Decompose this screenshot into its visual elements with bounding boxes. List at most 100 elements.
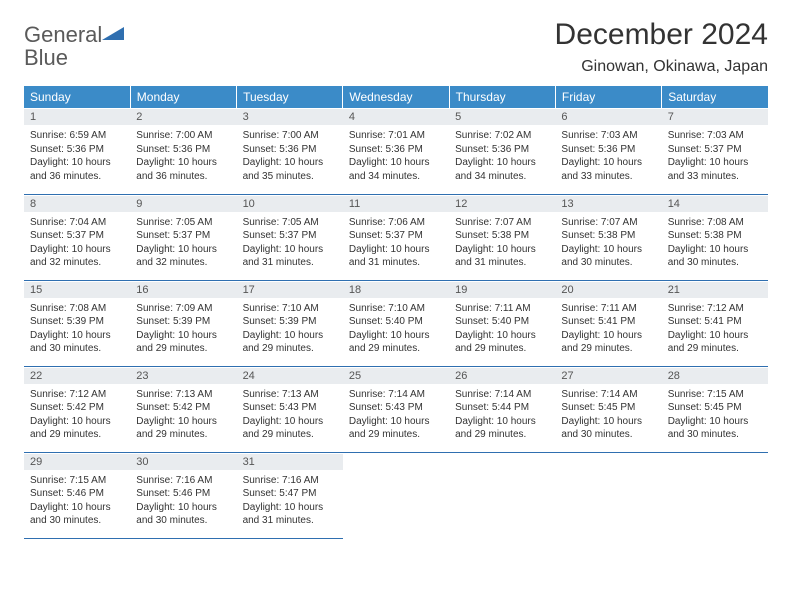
calendar-day-cell: 14Sunrise: 7:08 AMSunset: 5:38 PMDayligh… [662, 194, 768, 280]
calendar-day-cell: 2Sunrise: 7:00 AMSunset: 5:36 PMDaylight… [130, 108, 236, 194]
day-body: Sunrise: 7:02 AMSunset: 5:36 PMDaylight:… [449, 125, 555, 187]
sunrise-text: Sunrise: 7:03 AM [668, 129, 762, 143]
day-number: 18 [343, 281, 449, 298]
day-number: 3 [237, 108, 343, 125]
page: General Blue December 2024 Ginowan, Okin… [0, 0, 792, 549]
calendar-day-cell: 18Sunrise: 7:10 AMSunset: 5:40 PMDayligh… [343, 280, 449, 366]
day-number: 23 [130, 367, 236, 384]
daylight-text: Daylight: 10 hours and 31 minutes. [243, 243, 337, 270]
day-body: Sunrise: 7:08 AMSunset: 5:39 PMDaylight:… [24, 298, 130, 360]
calendar-day-cell: 26Sunrise: 7:14 AMSunset: 5:44 PMDayligh… [449, 366, 555, 452]
sunrise-text: Sunrise: 7:10 AM [349, 302, 443, 316]
daylight-text: Daylight: 10 hours and 32 minutes. [30, 243, 124, 270]
day-number: 27 [555, 367, 661, 384]
day-body: Sunrise: 7:13 AMSunset: 5:43 PMDaylight:… [237, 384, 343, 446]
day-number: 8 [24, 195, 130, 212]
sunrise-text: Sunrise: 7:05 AM [243, 216, 337, 230]
sunrise-text: Sunrise: 7:04 AM [30, 216, 124, 230]
sunset-text: Sunset: 5:42 PM [30, 401, 124, 415]
sunrise-text: Sunrise: 7:12 AM [30, 388, 124, 402]
day-body: Sunrise: 7:11 AMSunset: 5:41 PMDaylight:… [555, 298, 661, 360]
calendar-day-cell: 21Sunrise: 7:12 AMSunset: 5:41 PMDayligh… [662, 280, 768, 366]
day-number: 14 [662, 195, 768, 212]
day-body: Sunrise: 6:59 AMSunset: 5:36 PMDaylight:… [24, 125, 130, 187]
col-thursday: Thursday [449, 86, 555, 108]
day-body: Sunrise: 7:05 AMSunset: 5:37 PMDaylight:… [130, 212, 236, 274]
sunset-text: Sunset: 5:45 PM [668, 401, 762, 415]
sunrise-text: Sunrise: 7:14 AM [349, 388, 443, 402]
day-number: 28 [662, 367, 768, 384]
header: General Blue December 2024 Ginowan, Okin… [24, 18, 768, 76]
sunrise-text: Sunrise: 7:09 AM [136, 302, 230, 316]
day-body: Sunrise: 7:15 AMSunset: 5:45 PMDaylight:… [662, 384, 768, 446]
sunset-text: Sunset: 5:36 PM [349, 143, 443, 157]
sunrise-text: Sunrise: 7:10 AM [243, 302, 337, 316]
day-body: Sunrise: 7:04 AMSunset: 5:37 PMDaylight:… [24, 212, 130, 274]
col-friday: Friday [555, 86, 661, 108]
calendar-day-cell: 15Sunrise: 7:08 AMSunset: 5:39 PMDayligh… [24, 280, 130, 366]
sunrise-text: Sunrise: 7:07 AM [455, 216, 549, 230]
sunset-text: Sunset: 5:37 PM [136, 229, 230, 243]
sunset-text: Sunset: 5:46 PM [136, 487, 230, 501]
logo-text-general: General [24, 22, 102, 47]
logo-text-block: General Blue [24, 24, 124, 70]
calendar-day-cell [449, 452, 555, 538]
day-number: 13 [555, 195, 661, 212]
daylight-text: Daylight: 10 hours and 29 minutes. [455, 415, 549, 442]
daylight-text: Daylight: 10 hours and 29 minutes. [136, 415, 230, 442]
day-body: Sunrise: 7:09 AMSunset: 5:39 PMDaylight:… [130, 298, 236, 360]
day-number: 9 [130, 195, 236, 212]
sunset-text: Sunset: 5:36 PM [561, 143, 655, 157]
daylight-text: Daylight: 10 hours and 30 minutes. [30, 329, 124, 356]
logo-text-blue: Blue [24, 45, 68, 70]
daylight-text: Daylight: 10 hours and 30 minutes. [136, 501, 230, 528]
sunset-text: Sunset: 5:40 PM [349, 315, 443, 329]
day-body: Sunrise: 7:03 AMSunset: 5:36 PMDaylight:… [555, 125, 661, 187]
sunrise-text: Sunrise: 7:16 AM [136, 474, 230, 488]
calendar-day-cell: 1Sunrise: 6:59 AMSunset: 5:36 PMDaylight… [24, 108, 130, 194]
page-subtitle: Ginowan, Okinawa, Japan [555, 58, 768, 76]
day-body: Sunrise: 7:05 AMSunset: 5:37 PMDaylight:… [237, 212, 343, 274]
daylight-text: Daylight: 10 hours and 34 minutes. [455, 156, 549, 183]
sunrise-text: Sunrise: 7:11 AM [455, 302, 549, 316]
sunrise-text: Sunrise: 6:59 AM [30, 129, 124, 143]
day-number: 29 [24, 453, 130, 470]
calendar-day-cell: 23Sunrise: 7:13 AMSunset: 5:42 PMDayligh… [130, 366, 236, 452]
day-body: Sunrise: 7:14 AMSunset: 5:44 PMDaylight:… [449, 384, 555, 446]
day-number: 31 [237, 453, 343, 470]
page-title: December 2024 [555, 18, 768, 52]
day-number: 6 [555, 108, 661, 125]
sunset-text: Sunset: 5:37 PM [243, 229, 337, 243]
calendar-day-cell: 25Sunrise: 7:14 AMSunset: 5:43 PMDayligh… [343, 366, 449, 452]
daylight-text: Daylight: 10 hours and 31 minutes. [455, 243, 549, 270]
day-body: Sunrise: 7:00 AMSunset: 5:36 PMDaylight:… [237, 125, 343, 187]
calendar-day-cell: 20Sunrise: 7:11 AMSunset: 5:41 PMDayligh… [555, 280, 661, 366]
calendar-day-cell: 3Sunrise: 7:00 AMSunset: 5:36 PMDaylight… [237, 108, 343, 194]
daylight-text: Daylight: 10 hours and 33 minutes. [561, 156, 655, 183]
day-body: Sunrise: 7:13 AMSunset: 5:42 PMDaylight:… [130, 384, 236, 446]
sunset-text: Sunset: 5:46 PM [30, 487, 124, 501]
calendar-week-row: 8Sunrise: 7:04 AMSunset: 5:37 PMDaylight… [24, 194, 768, 280]
sunrise-text: Sunrise: 7:11 AM [561, 302, 655, 316]
sunset-text: Sunset: 5:41 PM [561, 315, 655, 329]
day-body: Sunrise: 7:16 AMSunset: 5:46 PMDaylight:… [130, 470, 236, 532]
daylight-text: Daylight: 10 hours and 29 minutes. [668, 329, 762, 356]
daylight-text: Daylight: 10 hours and 32 minutes. [136, 243, 230, 270]
sunrise-text: Sunrise: 7:07 AM [561, 216, 655, 230]
calendar-day-cell: 9Sunrise: 7:05 AMSunset: 5:37 PMDaylight… [130, 194, 236, 280]
calendar-day-cell: 28Sunrise: 7:15 AMSunset: 5:45 PMDayligh… [662, 366, 768, 452]
day-body: Sunrise: 7:10 AMSunset: 5:40 PMDaylight:… [343, 298, 449, 360]
sunset-text: Sunset: 5:40 PM [455, 315, 549, 329]
daylight-text: Daylight: 10 hours and 36 minutes. [30, 156, 124, 183]
day-number: 17 [237, 281, 343, 298]
calendar-day-cell: 5Sunrise: 7:02 AMSunset: 5:36 PMDaylight… [449, 108, 555, 194]
day-body: Sunrise: 7:03 AMSunset: 5:37 PMDaylight:… [662, 125, 768, 187]
day-body: Sunrise: 7:07 AMSunset: 5:38 PMDaylight:… [555, 212, 661, 274]
sunset-text: Sunset: 5:47 PM [243, 487, 337, 501]
daylight-text: Daylight: 10 hours and 30 minutes. [561, 415, 655, 442]
calendar-week-row: 29Sunrise: 7:15 AMSunset: 5:46 PMDayligh… [24, 452, 768, 538]
sunset-text: Sunset: 5:38 PM [668, 229, 762, 243]
daylight-text: Daylight: 10 hours and 29 minutes. [455, 329, 549, 356]
sunrise-text: Sunrise: 7:06 AM [349, 216, 443, 230]
day-number: 5 [449, 108, 555, 125]
